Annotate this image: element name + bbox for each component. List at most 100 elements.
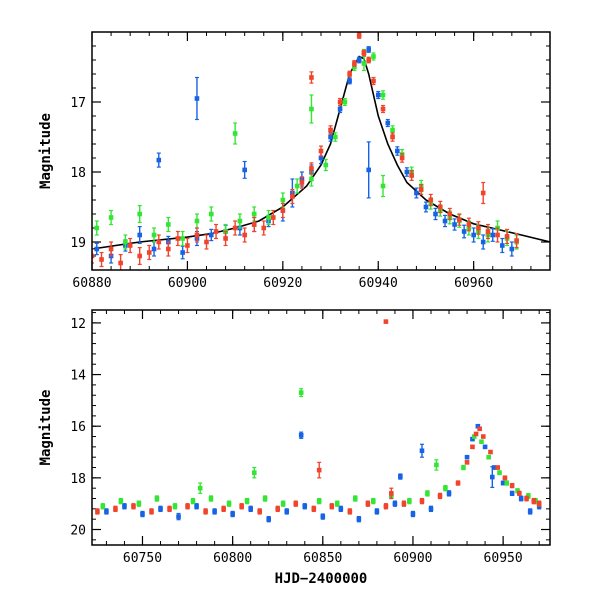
chart-0-series-red — [92, 32, 519, 270]
chart-1-point-green — [443, 485, 448, 491]
chart-0-point-red — [399, 155, 405, 161]
chart-0-point-red — [514, 238, 519, 243]
chart-1-x-tick-label: 60800 — [213, 551, 252, 566]
chart-0-point-red — [480, 190, 486, 196]
chart-0-point-blue — [375, 92, 381, 98]
chart-0-x-tick-label: 60900 — [168, 276, 207, 291]
chart-0-point-green — [280, 197, 286, 203]
chart-1-point-red — [383, 503, 389, 509]
chart-0-point-red — [223, 236, 228, 241]
chart-0-point-green — [232, 131, 238, 136]
chart-0-point-blue — [328, 134, 333, 140]
chart-1-point-green — [497, 470, 502, 475]
chart-0-point-red — [299, 180, 305, 185]
chart-1-point-blue — [482, 444, 488, 450]
chart-1-point-red — [437, 493, 443, 499]
chart-1-point-green — [100, 503, 106, 509]
chart-1-point-green — [352, 496, 358, 501]
chart-1-point-blue — [158, 506, 163, 512]
chart-1-point-red — [113, 506, 118, 512]
chart-0-frame — [91, 31, 551, 271]
chart-1-y-tick-label: 18 — [70, 472, 86, 487]
chart-1-point-blue — [491, 465, 497, 470]
chart-1-point-green — [118, 498, 124, 504]
chart-0-point-red — [418, 187, 424, 192]
chart-1-point-red — [167, 506, 172, 512]
chart-1-series-red — [95, 319, 542, 515]
chart-0-point-blue — [156, 157, 162, 163]
chart-1-point-blue — [302, 503, 308, 509]
chart-1-point-red — [531, 498, 537, 504]
chart-1-point-blue — [194, 503, 199, 509]
chart-0-point-red — [504, 234, 510, 239]
chart-0-point-red — [92, 253, 95, 259]
chart-0-point-blue — [151, 246, 157, 252]
chart-0-point-red — [270, 215, 276, 220]
chart-1-point-green — [479, 439, 484, 445]
chart-1-point-red — [509, 483, 515, 488]
chart-0-point-red — [156, 239, 162, 245]
bottom-panel: 60750 60800 60850 60900 60950 12 14 16 18 20 Magni… — [38, 309, 551, 587]
chart-0-point-blue — [490, 232, 496, 238]
chart-1-point-blue — [104, 509, 109, 514]
chart-0-point-green — [194, 218, 200, 224]
chart-0-point-blue — [242, 167, 247, 173]
chart-1-point-red — [131, 503, 136, 509]
chart-1-point-blue — [419, 448, 425, 454]
chart-1-x-tick-label: 60900 — [393, 551, 432, 566]
chart-0-point-green — [371, 54, 376, 59]
chart-1-point-red — [149, 509, 154, 514]
chart-1-point-blue — [230, 511, 235, 517]
chart-1-point-green — [486, 454, 491, 460]
chart-0-point-red — [447, 211, 453, 217]
chart-1-point-red — [488, 449, 493, 455]
chart-0-point-red — [337, 99, 343, 105]
chart-0-point-red — [428, 197, 434, 203]
chart-0-point-red — [232, 225, 238, 231]
chart-0-point-red — [328, 127, 333, 133]
chart-1-point-blue — [527, 509, 533, 514]
chart-1-point-blue — [122, 503, 127, 509]
chart-1-point-red — [473, 431, 479, 437]
chart-1-point-blue — [374, 509, 380, 514]
chart-1-y-tick-label: 12 — [70, 317, 86, 332]
chart-0-point-blue — [395, 148, 400, 154]
chart-0-point-green — [309, 106, 314, 112]
chart-0-point-blue — [180, 250, 185, 255]
chart-0-point-blue — [414, 190, 419, 196]
chart-1-point-blue — [464, 454, 470, 460]
chart-1-point-green — [280, 501, 286, 506]
chart-0-point-red — [476, 225, 481, 231]
chart-1-point-blue — [266, 516, 272, 522]
chart-1-point-red — [293, 501, 299, 506]
chart-0-point-green — [108, 215, 114, 220]
chart-1-point-red — [517, 491, 522, 496]
chart-1-point-green — [407, 498, 412, 504]
chart-0-point-red — [185, 243, 190, 248]
chart-0-point-red — [118, 260, 123, 266]
chart-0-point-red — [371, 78, 376, 84]
chart-1-point-red — [495, 465, 501, 470]
chart-1-point-blue — [446, 491, 452, 496]
chart-0-point-blue — [347, 78, 352, 84]
chart-0-point-blue — [509, 246, 515, 252]
chart-1-point-blue — [338, 506, 344, 512]
chart-1-point-red — [464, 460, 470, 465]
chart-1-point-blue — [140, 511, 145, 517]
chart-1-point-green — [251, 470, 257, 475]
chart-1-point-green — [425, 491, 430, 496]
chart-1-point-red — [275, 506, 281, 512]
chart-1-point-green — [504, 480, 510, 486]
chart-1-point-blue — [489, 474, 495, 480]
chart-1-point-green — [154, 496, 160, 501]
chart-0-point-green — [151, 232, 157, 238]
chart-1-point-blue — [176, 514, 181, 519]
top-panel: 60880 60900 60920 60940 60960 17 18 19 Magnitude — [38, 31, 551, 291]
chart-1-point-red — [329, 503, 335, 509]
chart-0-point-blue — [461, 229, 467, 234]
chart-1-point-red — [536, 501, 542, 506]
chart-0-point-red — [457, 217, 462, 222]
chart-0-point-red — [380, 106, 386, 112]
chart-0-point-blue — [208, 232, 214, 238]
chart-1-point-red — [383, 319, 389, 324]
